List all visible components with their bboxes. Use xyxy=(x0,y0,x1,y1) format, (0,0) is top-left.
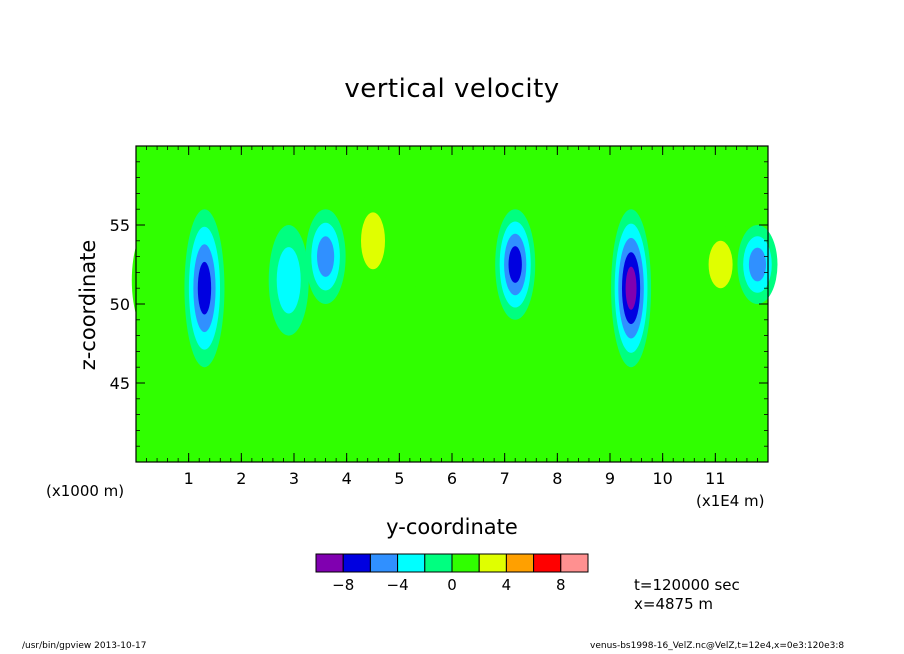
colorbar-swatch xyxy=(315,553,344,573)
colorbar-swatch xyxy=(533,553,562,573)
field-background xyxy=(136,146,768,462)
contour-level xyxy=(400,193,441,289)
x-tick-label: 9 xyxy=(605,469,615,488)
footer-right: venus-bs1998-16_VelZ.nc@VelZ,t=12e4,x=0e… xyxy=(590,641,845,651)
contour-level xyxy=(625,266,637,310)
x-scale-note-left: (x1000 m) xyxy=(46,482,125,500)
x-axis-label: y-coordinate xyxy=(386,515,518,539)
velocity-feature xyxy=(537,193,578,289)
colorbar-swatch xyxy=(369,553,399,573)
x-tick-label: 11 xyxy=(705,469,725,488)
colorbar-swatch xyxy=(560,553,589,573)
contour-level xyxy=(226,225,267,320)
colorbar-swatch xyxy=(478,553,507,573)
x-scale-note-right: (x1E4 m) xyxy=(696,492,765,510)
contour-level xyxy=(360,212,386,270)
footer-left: /usr/bin/gpview 2013-10-17 xyxy=(22,641,147,651)
velocity-feature xyxy=(700,225,741,304)
velocity-feature xyxy=(400,193,441,289)
velocity-feature xyxy=(268,224,309,336)
velocity-field xyxy=(131,146,778,462)
y-tick-label: 45 xyxy=(110,374,130,393)
y-tick-label: 50 xyxy=(110,295,130,314)
colorbar-tick-label: 4 xyxy=(502,576,512,594)
colorbar: −8 −4 0 4 8 xyxy=(315,553,589,594)
contour-level xyxy=(197,261,212,315)
velocity-feature xyxy=(495,209,536,320)
x-tick-label: 4 xyxy=(342,469,352,488)
contour-level xyxy=(317,236,335,277)
colorbar-tick-label: −4 xyxy=(387,576,409,594)
velocity-feature xyxy=(131,224,172,336)
colorbar-swatch xyxy=(397,553,426,573)
x-tick-label: 5 xyxy=(394,469,404,488)
colorbar-tick-label: 0 xyxy=(447,576,457,594)
x-position-annotation: x=4875 m xyxy=(634,595,713,613)
x-tick-label: 3 xyxy=(289,469,299,488)
colorbar-swatch xyxy=(505,553,535,573)
contour-level xyxy=(748,247,767,282)
velocity-feature xyxy=(611,209,652,368)
x-tick-label: 10 xyxy=(652,469,672,488)
contour-level xyxy=(708,240,733,289)
contour-level xyxy=(131,224,172,336)
velocity-feature xyxy=(226,225,267,320)
x-tick-label: 8 xyxy=(552,469,562,488)
colorbar-swatch xyxy=(451,553,480,573)
y-tick-label: 55 xyxy=(110,216,130,235)
velocity-feature xyxy=(184,209,225,368)
x-tick-label: 6 xyxy=(447,469,457,488)
colorbar-swatch xyxy=(424,553,453,573)
x-tick-label: 7 xyxy=(500,469,510,488)
chart-title: vertical velocity xyxy=(344,74,560,104)
colorbar-tick-label: −8 xyxy=(332,576,354,594)
x-tick-label: 2 xyxy=(236,469,246,488)
contour-level xyxy=(508,246,522,283)
velocity-feature xyxy=(305,209,346,304)
x-tick-label: 1 xyxy=(184,469,194,488)
contour-level xyxy=(276,247,301,314)
colorbar-swatch xyxy=(342,553,371,573)
colorbar-tick-label: 8 xyxy=(556,576,566,594)
velocity-feature xyxy=(737,225,778,304)
contour-level xyxy=(537,193,578,289)
time-annotation: t=120000 sec xyxy=(634,576,740,594)
y-axis-label: z-coordinate xyxy=(76,239,100,371)
velocity-feature xyxy=(352,193,394,289)
